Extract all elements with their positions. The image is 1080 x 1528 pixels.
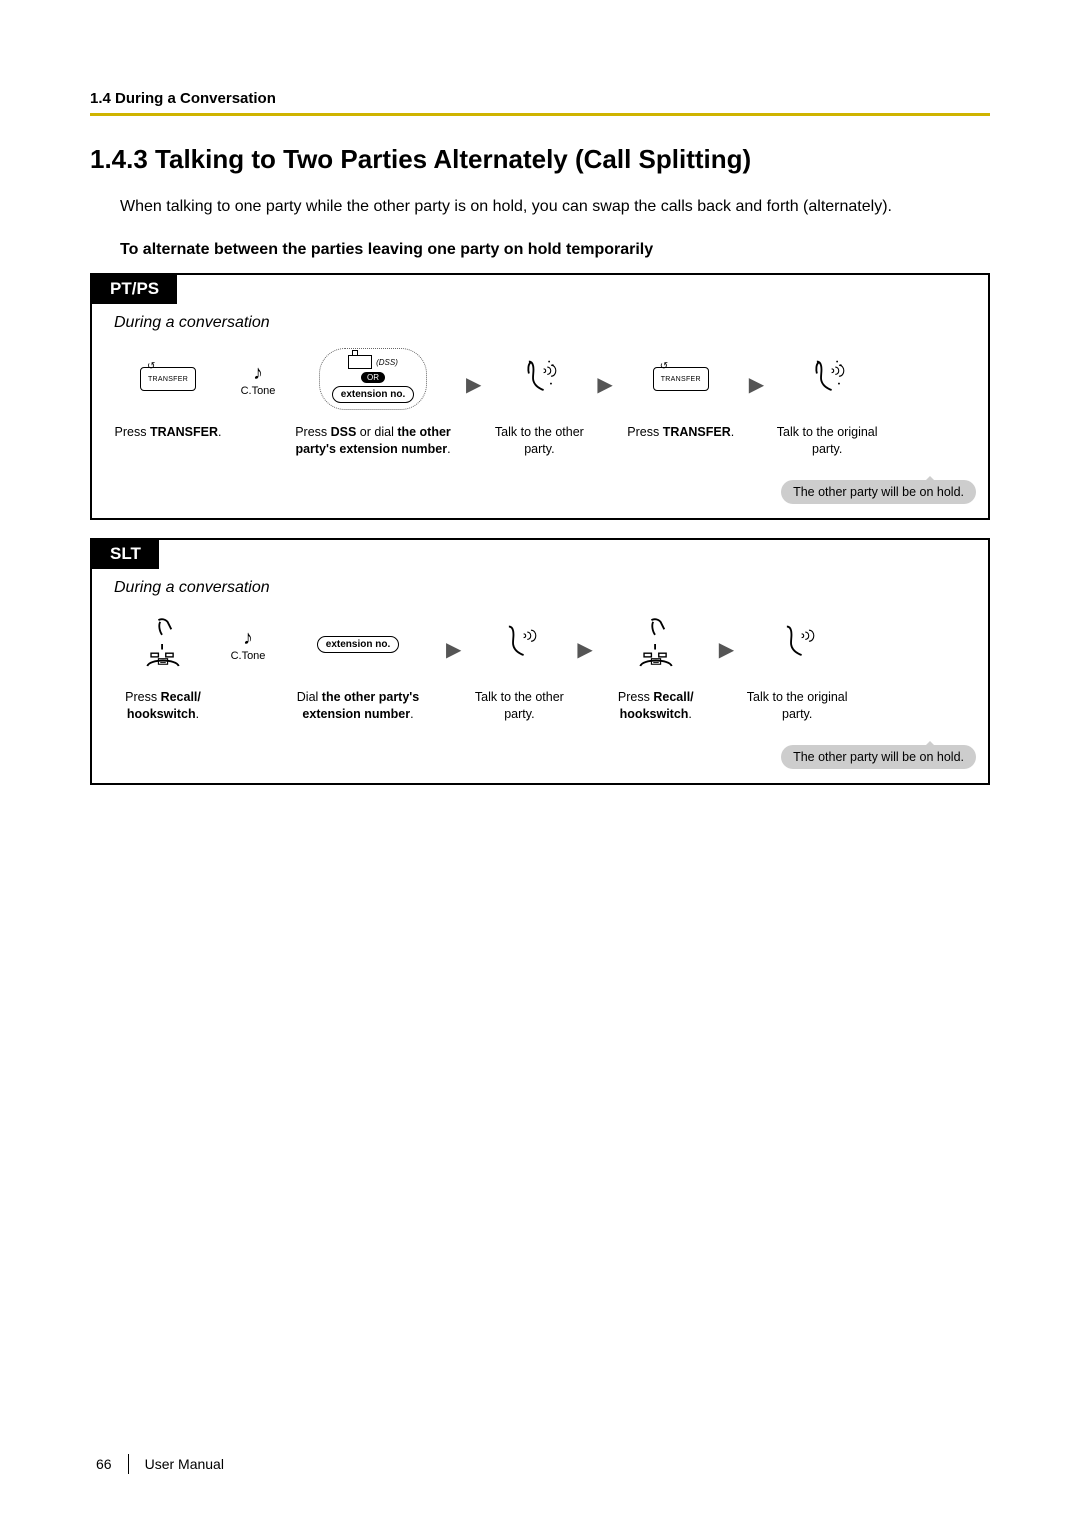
section-title: 1.4.3 Talking to Two Parties Alternately… (90, 144, 990, 175)
header-rule (90, 113, 990, 116)
running-header: 1.4 During a Conversation (90, 90, 990, 107)
arrow-icon: ▶ (444, 637, 463, 662)
ptps-step2: (DSS) OR extension no. Press DSS or dial… (288, 344, 458, 460)
ptps-step5-caption: Talk to the original party. (772, 424, 882, 460)
ptps-step1-caption: Press TRANSFER. (115, 424, 222, 460)
talk-icon (804, 356, 850, 402)
slt-phone-icon (140, 616, 186, 672)
ptps-step3: Talk to the other party. (489, 344, 589, 460)
dss-button-icon (348, 355, 372, 369)
footer-divider (128, 1454, 129, 1474)
page-number: 66 (96, 1456, 112, 1472)
ptps-step1: ↺ TRANSFER Press TRANSFER. (108, 344, 228, 460)
ptps-tab: PT/PS (92, 275, 177, 304)
procedure-subheading: To alternate between the parties leaving… (120, 241, 990, 259)
transfer-button-label: TRANSFER (661, 376, 701, 383)
page-footer: 66 User Manual (96, 1454, 224, 1474)
or-pill: OR (361, 372, 385, 383)
ptps-step3-caption: Talk to the other party. (489, 424, 589, 460)
slt-step5-caption: Talk to the original party. (742, 689, 852, 725)
slt-procedure-box: SLT During a conversation Press Recall/ … (90, 538, 990, 785)
talk-icon (496, 621, 542, 667)
arrow-icon: ▶ (747, 372, 766, 397)
ptps-step2-caption: Press DSS or dial the other party's exte… (288, 424, 458, 460)
slt-step4: Press Recall/ hookswitch. (601, 609, 711, 725)
music-note-icon: ♪ (253, 362, 263, 385)
ptps-step4-caption: Press TRANSFER. (627, 424, 734, 460)
slt-step4-caption: Press Recall/ hookswitch. (601, 689, 711, 725)
transfer-button-icon: ↺ TRANSFER (140, 367, 196, 391)
arrow-icon: ▶ (575, 637, 594, 662)
ptps-ctone: ♪ C.Tone (234, 344, 282, 460)
intro-paragraph: When talking to one party while the othe… (120, 195, 990, 219)
slt-flow: Press Recall/ hookswitch. ♪ C.Tone exten… (92, 605, 988, 735)
ptps-flow: ↺ TRANSFER Press TRANSFER. ♪ C.Tone (DSS… (92, 340, 988, 470)
ptps-note-bubble: The other party will be on hold. (781, 480, 976, 504)
extension-no-pill: extension no. (332, 386, 414, 403)
arrow-icon: ▶ (717, 637, 736, 662)
extension-no-pill: extension no. (317, 636, 399, 653)
arrow-icon: ▶ (595, 372, 614, 397)
footer-title: User Manual (145, 1456, 224, 1472)
slt-ctone: ♪ C.Tone (224, 609, 272, 725)
slt-tab: SLT (92, 540, 159, 569)
ctone-label: C.Tone (241, 385, 276, 397)
slt-step3-caption: Talk to the other party. (469, 689, 569, 725)
transfer-button-label: TRANSFER (148, 376, 188, 383)
arrow-icon: ▶ (464, 372, 483, 397)
transfer-button-icon: ↺ TRANSFER (653, 367, 709, 391)
ptps-step4: ↺ TRANSFER Press TRANSFER. (621, 344, 741, 460)
ctone-label: C.Tone (231, 650, 266, 662)
music-note-icon: ♪ (243, 627, 253, 650)
dss-label: (DSS) (376, 358, 398, 367)
dss-or-extension-group: (DSS) OR extension no. (319, 348, 427, 410)
slt-phone-icon (633, 616, 679, 672)
ptps-step5: Talk to the original party. (772, 344, 882, 460)
talk-icon (774, 621, 820, 667)
talk-icon (516, 356, 562, 402)
slt-step2-caption: Dial the other party's extension number. (278, 689, 438, 725)
slt-step1: Press Recall/ hookswitch. (108, 609, 218, 725)
slt-step5: Talk to the original party. (742, 609, 852, 725)
slt-step3: Talk to the other party. (469, 609, 569, 725)
ptps-during-label: During a conversation (114, 314, 988, 332)
slt-step1-caption: Press Recall/ hookswitch. (108, 689, 218, 725)
ptps-procedure-box: PT/PS During a conversation ↺ TRANSFER P… (90, 273, 990, 520)
slt-note-bubble: The other party will be on hold. (781, 745, 976, 769)
slt-step2: extension no. Dial the other party's ext… (278, 609, 438, 725)
slt-during-label: During a conversation (114, 579, 988, 597)
